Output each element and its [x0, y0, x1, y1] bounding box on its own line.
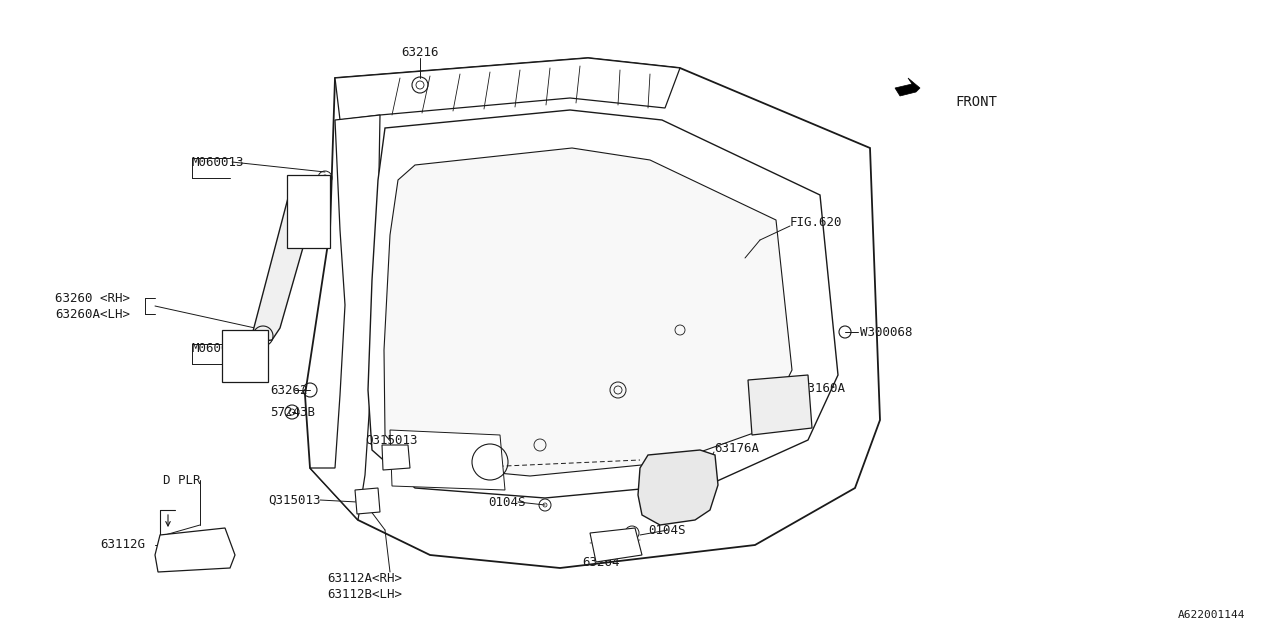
Polygon shape — [221, 330, 268, 382]
Text: 63160A: 63160A — [800, 381, 845, 394]
Polygon shape — [252, 185, 317, 342]
Text: 0104S: 0104S — [488, 495, 526, 509]
Polygon shape — [637, 450, 718, 525]
Polygon shape — [748, 375, 812, 435]
Polygon shape — [310, 115, 380, 520]
Text: A622001144: A622001144 — [1178, 610, 1245, 620]
Text: 57243B: 57243B — [270, 406, 315, 419]
Polygon shape — [355, 488, 380, 514]
Text: 63262: 63262 — [270, 383, 307, 397]
Text: M060013: M060013 — [192, 156, 244, 168]
Text: W300068: W300068 — [860, 326, 913, 339]
Text: 63260A<LH>: 63260A<LH> — [55, 307, 131, 321]
Text: 63216: 63216 — [401, 45, 439, 58]
Text: 63264: 63264 — [582, 556, 620, 568]
Polygon shape — [590, 528, 643, 562]
Polygon shape — [369, 110, 838, 498]
Text: Q315013: Q315013 — [365, 433, 417, 447]
Polygon shape — [335, 58, 680, 120]
Text: D PLR: D PLR — [163, 474, 201, 486]
Text: 0104S: 0104S — [648, 524, 686, 536]
Text: 63112B<LH>: 63112B<LH> — [328, 588, 402, 600]
Polygon shape — [155, 528, 236, 572]
Polygon shape — [895, 78, 920, 96]
Text: Q315013: Q315013 — [268, 493, 320, 506]
Text: FIG.620: FIG.620 — [790, 216, 842, 228]
Text: 63176A: 63176A — [714, 442, 759, 454]
Polygon shape — [381, 445, 410, 470]
Polygon shape — [390, 430, 506, 490]
Text: 63112G: 63112G — [100, 538, 145, 552]
Polygon shape — [384, 148, 792, 476]
Polygon shape — [287, 175, 330, 248]
Text: FRONT: FRONT — [955, 95, 997, 109]
Polygon shape — [305, 58, 881, 568]
Text: 63260 <RH>: 63260 <RH> — [55, 291, 131, 305]
Text: M060013: M060013 — [192, 342, 244, 355]
Text: 63112A<RH>: 63112A<RH> — [328, 572, 402, 584]
